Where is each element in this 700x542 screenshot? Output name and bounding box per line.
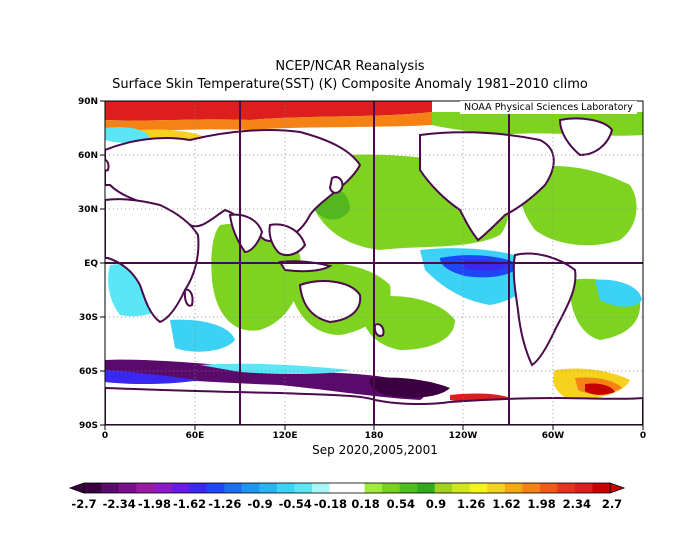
land-southeast-asia: [268, 223, 307, 257]
colorbar-swatch: [224, 483, 243, 493]
anomaly-orange-arctic: [105, 112, 432, 131]
colorbar-swatch: [206, 483, 225, 493]
lat-label-60s: 60S: [78, 367, 98, 377]
anomaly-blue-southern-ocean: [105, 370, 200, 385]
anomaly-cyan-south-atlantic: [595, 279, 642, 307]
colorbar-swatch: [171, 483, 190, 493]
colorbar-swatch: [311, 483, 330, 493]
land-greenland: [558, 117, 614, 157]
colorbar-swatch: [504, 483, 523, 493]
lat-label-60n: 60N: [77, 151, 98, 161]
land-india: [228, 213, 264, 254]
colorbar-tick-label: 0.18: [351, 497, 380, 511]
colorbar-tick-label: 1.98: [527, 497, 556, 511]
land-new-zealand: [373, 323, 385, 337]
colorbar-tick-label: -2.34: [102, 497, 136, 511]
colorbar-swatch: [189, 483, 208, 493]
colorbar-swatch: [557, 483, 576, 493]
lat-label-30s: 30S: [78, 313, 98, 323]
anomaly-green-south-pacific: [360, 296, 455, 350]
title-line-1: NCEP/NCAR Reanalysis: [275, 59, 425, 74]
colorbar-swatch: [364, 483, 383, 493]
colorbar-tick-label: -1.62: [173, 497, 207, 511]
title-line-2: Surface Skin Temperature(SST) (K) Compos…: [112, 77, 588, 92]
colorbar-tick-label: 2.34: [562, 497, 591, 511]
colorbar-tick-label: 0.9: [425, 497, 447, 511]
colorbar-tick-label: 0.54: [386, 497, 415, 511]
anomaly-cyan-southern-ocean: [200, 363, 350, 375]
colorbar-swatch: [382, 483, 400, 493]
colorbar-swatch: [101, 483, 120, 493]
colorbar-swatch: [347, 483, 365, 493]
colorbar-swatch: [469, 483, 488, 493]
colorbar-swatch: [329, 483, 348, 493]
colorbar-swatch: [417, 483, 435, 493]
colorbar-tick-label: -1.98: [137, 497, 171, 511]
anomaly-cyan-arctic: [105, 127, 150, 144]
colorbar-tick-label: -0.54: [278, 497, 312, 511]
lon-label-60w: 60W: [541, 431, 565, 441]
colorbar-swatch: [154, 483, 172, 493]
colorbar-tick-label: 2.7: [601, 497, 623, 511]
anomaly-darkpurple-ross-sea: [369, 377, 450, 398]
land-madagascar: [183, 288, 194, 307]
region-box-lines: [105, 101, 643, 425]
lon-label-120w: 120W: [448, 431, 478, 441]
lon-label-0-right: 0: [639, 431, 647, 441]
lon-label-120e: 120E: [272, 431, 298, 441]
anomaly-red-weddell-core: [585, 383, 615, 395]
colorbar-tick-label: -1.26: [208, 497, 242, 511]
anomaly-green-north-atlantic: [519, 165, 637, 246]
colorbar-labels: -2.7 -2.34 -1.98 -1.62 -1.26 -0.9 -0.54 -0.18 0.…: [0, 497, 700, 511]
period-label: Sep 2020,2005,2001: [312, 443, 438, 457]
colorbar-swatch: [241, 483, 260, 493]
colorbar-swatch: [136, 483, 155, 493]
colorbar-tick-label: -2.7: [71, 497, 97, 511]
anomaly-cyan-southwest-indian: [170, 319, 235, 352]
credit-label: NOAA Physical Sciences Laboratory: [460, 101, 637, 114]
lat-label-90n: 90N: [77, 97, 98, 107]
lon-label-60e: 60E: [185, 431, 205, 441]
colorbar-swatch: [522, 483, 541, 493]
lon-label-0-left: 0: [101, 431, 109, 441]
colorbar-swatch: [452, 483, 471, 493]
axis-ticks: [100, 100, 644, 430]
colorbar-swatch: [84, 483, 102, 493]
lat-label-30n: 30N: [77, 205, 98, 215]
land-japan: [328, 176, 344, 194]
colorbar-max-arrow: [609, 482, 626, 494]
colorbar-frame: [83, 482, 611, 494]
colorbar-swatch: [574, 483, 593, 493]
colorbar-min-arrow: [68, 482, 85, 494]
land-south-america: [512, 252, 577, 367]
lat-label-eq: EQ: [84, 259, 98, 269]
colorbar-swatch: [592, 483, 611, 493]
lon-label-180: 180: [364, 431, 384, 441]
colorbar-tick-label: -0.18: [313, 497, 347, 511]
land-australia: [298, 280, 362, 324]
land-north-america: [419, 131, 555, 242]
colorbar-swatch: [276, 483, 295, 493]
colorbar-tick-label: 1.26: [457, 497, 486, 511]
colorbar-swatch: [434, 483, 453, 493]
colorbar-tick-label: 1.62: [492, 497, 521, 511]
anomaly-purple-southern-ocean: [105, 359, 424, 400]
lat-label-90s: 90S: [78, 421, 98, 431]
colorbar: [68, 482, 626, 494]
colorbar-swatch: [119, 483, 137, 493]
colorbar-swatch: [294, 483, 313, 493]
anomaly-red-arctic: [105, 101, 432, 121]
colorbar-swatch: [399, 483, 418, 493]
colorbar-tick-label: -0.9: [247, 497, 273, 511]
colorbar-swatch: [539, 483, 558, 493]
colorbar-swatch: [259, 483, 278, 493]
colorbar-swatch: [487, 483, 506, 493]
